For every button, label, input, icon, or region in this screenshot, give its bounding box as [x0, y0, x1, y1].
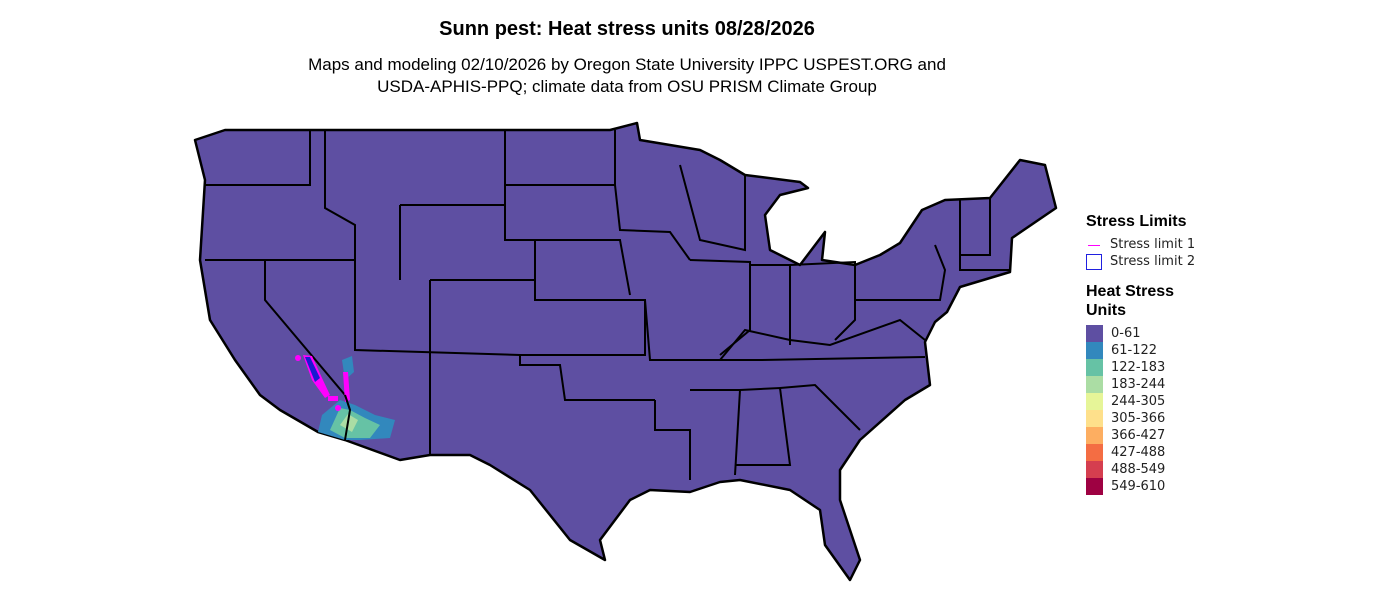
- color-swatch: [1086, 427, 1103, 444]
- bin-label: 549-610: [1111, 479, 1166, 494]
- color-swatch: [1086, 393, 1103, 410]
- heat-units-bins: 0-61 61-122 122-183 183-244 244-305 305-366 36…: [1086, 325, 1195, 495]
- legend-stress-limit-1: Stress limit 1: [1086, 236, 1195, 253]
- subtitle-line-2: USDA-APHIS-PPQ; climate data from OSU PR…: [377, 77, 877, 96]
- legend-bin: 427-488: [1086, 444, 1195, 461]
- color-swatch: [1086, 461, 1103, 478]
- legend-bin: 0-61: [1086, 325, 1195, 342]
- blue-box-icon: [1086, 253, 1102, 270]
- legend-bin: 61-122: [1086, 342, 1195, 359]
- bin-label: 0-61: [1111, 326, 1141, 341]
- bin-label: 427-488: [1111, 445, 1166, 460]
- color-swatch: [1086, 342, 1103, 359]
- subtitle-line-1: Maps and modeling 02/10/2026 by Oregon S…: [308, 55, 946, 74]
- legend-bin: 305-366: [1086, 410, 1195, 427]
- color-swatch: [1086, 478, 1103, 495]
- stress-limit-2-marks: [305, 357, 320, 382]
- bin-label: 366-427: [1111, 428, 1166, 443]
- legend-bin: 366-427: [1086, 427, 1195, 444]
- state-border-ca-az: [344, 394, 352, 441]
- heat-units-title: Heat Stress Units: [1086, 282, 1195, 320]
- state-borders: [205, 130, 1010, 480]
- bin-label: 122-183: [1111, 360, 1166, 375]
- us-outline: [193, 121, 1058, 582]
- legend: Stress Limits Stress limit 1 Stress limi…: [1086, 212, 1195, 495]
- map-subtitle: Maps and modeling 02/10/2026 by Oregon S…: [0, 54, 1254, 98]
- stress-limits-title: Stress Limits: [1086, 213, 1187, 230]
- heat-units-title-line-2: Units: [1086, 302, 1126, 319]
- color-swatch: [1086, 359, 1103, 376]
- stress-limit-1-label: Stress limit 1: [1110, 237, 1196, 252]
- legend-bin: 244-305: [1086, 393, 1195, 410]
- map-title: Sunn pest: Heat stress units 08/28/2026: [439, 18, 815, 40]
- bin-label: 305-366: [1111, 411, 1166, 426]
- bin-label: 244-305: [1111, 394, 1166, 409]
- legend-bin: 488-549: [1086, 461, 1195, 478]
- heat-zone-183-244: [340, 414, 358, 432]
- color-swatch: [1086, 325, 1103, 342]
- color-swatch: [1086, 410, 1103, 427]
- legend-bin: 549-610: [1086, 478, 1195, 495]
- heat-units-title-line-1: Heat Stress: [1086, 283, 1175, 300]
- legend-bin: 183-244: [1086, 376, 1195, 393]
- legend-stress-limit-2: Stress limit 2: [1086, 253, 1195, 270]
- bin-label: 183-244: [1111, 377, 1166, 392]
- magenta-line-icon: [1086, 237, 1102, 253]
- legend-bin: 122-183: [1086, 359, 1195, 376]
- bin-label: 488-549: [1111, 462, 1166, 477]
- color-swatch: [1086, 376, 1103, 393]
- bin-label: 61-122: [1111, 343, 1158, 358]
- color-swatch: [1086, 444, 1103, 461]
- stress-limit-2-label: Stress limit 2: [1110, 254, 1196, 269]
